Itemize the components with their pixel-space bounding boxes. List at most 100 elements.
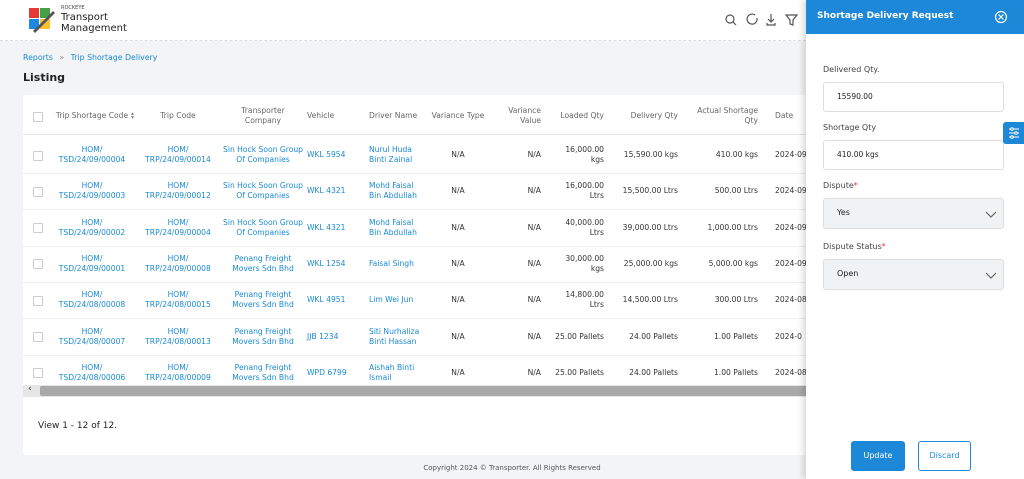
cell-line: 39,000.00 Ltrs (622, 222, 678, 232)
refresh-icon[interactable] (746, 13, 758, 25)
cell-line: HOM/ (81, 362, 103, 372)
discard-button[interactable]: Discard (918, 441, 971, 471)
cell-line: 24.00 Pallets (629, 331, 678, 341)
cell-line: HOM/ (167, 217, 189, 227)
table-cell: HOM/TSD/24/09/00002 (50, 218, 134, 238)
field-value: 410.00 kgs (837, 150, 879, 159)
scroll-left[interactable]: ‹ (28, 384, 32, 394)
select[interactable]: Yes (823, 198, 1004, 229)
row-checkbox[interactable] (33, 111, 43, 122)
cell-line: N/A (451, 331, 465, 341)
side-panel: Shortage Delivery Request Delivered Qty.… (806, 0, 1024, 479)
cell-line: Vehicle (307, 111, 335, 120)
update-button[interactable]: Update (851, 441, 905, 471)
cell-line: 2024-0 (775, 331, 802, 341)
table-cell: HOM/TSD/24/08/00008 (50, 290, 134, 310)
cell-line: 25,000.00 kgs (623, 258, 678, 268)
table-cell: 410.00 kgs (683, 150, 758, 160)
table-cell: N/A (428, 368, 488, 378)
table-cell: 14,500.00 Ltrs (612, 295, 678, 305)
row-checkbox[interactable] (33, 150, 43, 161)
scrollbar-thumb[interactable] (40, 386, 806, 396)
cell-line: 16,000.00 (565, 181, 604, 191)
search-icon[interactable] (725, 14, 735, 24)
header-divider (23, 134, 806, 135)
close-icon[interactable] (994, 10, 1008, 24)
table-cell: 5,000.00 kgs (683, 259, 758, 269)
cell-line: Aishah Binti (369, 362, 415, 372)
table-cell: WPD 6799 (307, 368, 362, 378)
cell-line: TRP/24/09/00012 (145, 191, 211, 201)
row-checkbox[interactable] (33, 332, 43, 342)
breadcrumb: Reports » Trip Shortage Delivery (23, 53, 157, 62)
settings-tab[interactable] (1003, 122, 1024, 144)
required-marker: * (881, 242, 886, 251)
cell-line: Transporter (241, 106, 285, 115)
cell-line: N/A (527, 150, 541, 159)
cell-line: TSD/24/09/00002 (58, 227, 126, 237)
listing-card: ‹ View 1 - 12 of 12. Trip Shortage Code T… (23, 95, 806, 455)
row-checkbox[interactable] (33, 223, 43, 234)
label-text: Dispute (823, 181, 854, 190)
cell-line: WKL 5954 (307, 150, 346, 159)
filter-icon[interactable] (784, 14, 799, 26)
table-cell: HOM/TRP/24/08/00009 (136, 363, 220, 383)
cell-line: Ltrs (589, 227, 604, 237)
cell-line: JJB 1234 (307, 331, 339, 341)
table-cell: 16,000.00 Ltrs (550, 181, 604, 201)
cell-line: WPD 6799 (307, 367, 347, 377)
logo (29, 8, 55, 33)
cell-line: 2024-09 (775, 186, 806, 196)
download-icon[interactable] (766, 14, 776, 26)
row-divider (23, 173, 806, 175)
cell-line: Ltrs (589, 191, 604, 201)
row-divider (23, 282, 806, 284)
table-cell: Penang Freight Movers Sdn Bhd (218, 327, 308, 347)
cell-line: Sin Hock Soon Group (223, 181, 303, 191)
cell-line: HOM/ (81, 181, 103, 191)
table-cell: 30,000.00 kgs (550, 254, 604, 274)
table-cell: Penang Freight Movers Sdn Bhd (218, 363, 308, 383)
cell-line: kgs (590, 155, 604, 164)
cell-line: Binti Zainal (369, 155, 413, 164)
table-cell: N/A (495, 368, 541, 378)
cell-line: Siti Nurhaliza (369, 326, 420, 336)
table-cell: HOM/TSD/24/09/00001 (50, 254, 134, 274)
table-cell: HOM/TRP/24/09/00012 (136, 181, 220, 201)
cell-line: Of Companies (236, 155, 290, 164)
table-cell: WKL 4951 (307, 295, 362, 305)
row-checkbox[interactable] (33, 368, 43, 379)
cell-line: TRP/24/08/00009 (145, 372, 211, 382)
cell-line: Driver Name (369, 111, 418, 120)
table-cell: Faisal Singh (369, 259, 431, 269)
cell-line: Faisal Singh (369, 258, 414, 268)
table-cell: Siti Nurhaliza Binti Hassan (369, 327, 431, 347)
input[interactable]: 410.00 kgs (823, 140, 1004, 170)
cell-line: WKL 4951 (307, 295, 346, 305)
chevron (985, 211, 997, 218)
input[interactable]: 15590.00 (823, 82, 1004, 112)
row-checkbox[interactable] (33, 259, 43, 270)
field-label: Dispute Status* (823, 242, 886, 251)
cell-line: Sin Hock Soon Group (223, 145, 303, 154)
table-cell: Lim Wei Jun (369, 295, 431, 305)
select[interactable]: Open (823, 259, 1004, 290)
table-cell: N/A (495, 259, 541, 269)
cell-line: 1,000.00 Ltrs (707, 222, 758, 232)
cell-line: N/A (451, 258, 465, 268)
table-cell: N/A (495, 150, 541, 160)
breadcrumb-link[interactable]: Reports (23, 53, 53, 62)
table-cell: N/A (495, 186, 541, 196)
table-cell: 25.00 Pallets (550, 368, 604, 378)
cell-line: Actual Shortage (697, 106, 758, 115)
cell-line: HOM/ (167, 253, 189, 263)
panel-header: Shortage Delivery Request (806, 0, 1024, 34)
table-cell: 15,500.00 Ltrs (612, 186, 678, 196)
row-checkbox[interactable] (33, 186, 43, 197)
cell-line: Binti Hassan (369, 336, 417, 346)
sort-icon[interactable]: ▴ ▾ (131, 110, 135, 121)
row-checkbox[interactable] (33, 295, 43, 306)
breadcrumb-link[interactable]: Trip Shortage Delivery (70, 53, 158, 62)
cell-line: TSD/24/08/00006 (58, 372, 126, 382)
